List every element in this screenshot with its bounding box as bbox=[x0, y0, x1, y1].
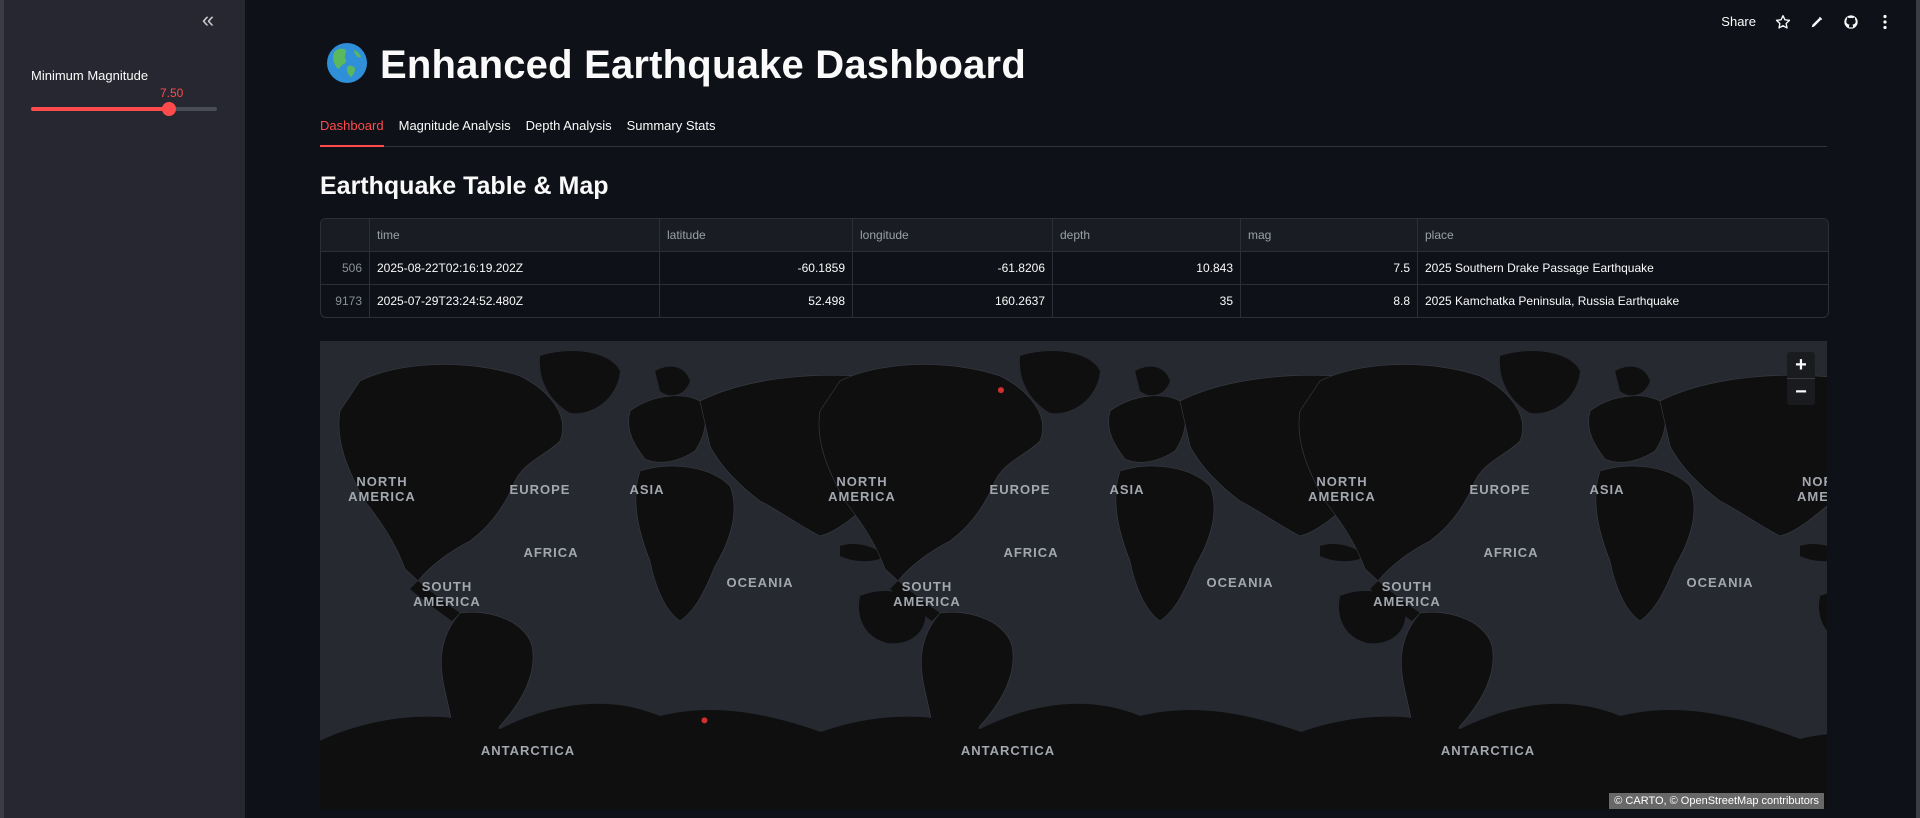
cell-longitude[interactable]: 160.2637 bbox=[853, 285, 1053, 317]
label-antarctica: ANTARCTICA bbox=[961, 743, 1055, 758]
slider-label: Minimum Magnitude bbox=[31, 68, 149, 83]
zoom-control: + − bbox=[1787, 352, 1815, 405]
cell-latitude[interactable]: 52.498 bbox=[660, 285, 853, 317]
label-europe: EUROPE bbox=[990, 482, 1051, 497]
label-oceania: OCEANIA bbox=[1207, 575, 1274, 590]
label-antarctica: ANTARCTICA bbox=[481, 743, 575, 758]
cell-mag[interactable]: 8.8 bbox=[1241, 285, 1418, 317]
header-actions: Share bbox=[1713, 10, 1900, 33]
cell-place[interactable]: 2025 Southern Drake Passage Earthquake bbox=[1425, 261, 1654, 275]
label-north-america-cut: AMERI bbox=[1797, 489, 1827, 504]
zoom-in-button[interactable]: + bbox=[1795, 354, 1807, 376]
label-north-america: NORTH bbox=[356, 474, 407, 489]
window-frame-left bbox=[0, 0, 4, 818]
column-header-depth[interactable]: depth bbox=[1053, 219, 1241, 251]
cell-time[interactable]: 2025-08-22T02:16:19.202Z bbox=[370, 252, 660, 284]
cell-index: 506 bbox=[321, 252, 370, 284]
earthquake-point[interactable] bbox=[997, 387, 1004, 394]
label-oceania: OCEANIA bbox=[727, 575, 794, 590]
label-asia: ASIA bbox=[1589, 482, 1624, 497]
more-menu-icon[interactable] bbox=[1870, 11, 1900, 33]
label-antarctica: ANTARCTICA bbox=[1441, 743, 1535, 758]
label-north-america: NORTH bbox=[1316, 474, 1367, 489]
collapse-sidebar-icon[interactable]: « bbox=[201, 7, 215, 32]
table-row[interactable]: 9173 2025-07-29T23:24:52.480Z 52.498 160… bbox=[321, 285, 1828, 317]
label-europe: EUROPE bbox=[1470, 482, 1531, 497]
column-header-time[interactable]: time bbox=[370, 219, 660, 251]
label-north-america-cut: NORT bbox=[1802, 474, 1827, 489]
slider-thumb[interactable] bbox=[161, 102, 176, 116]
tab-dashboard[interactable]: Dashboard bbox=[320, 118, 384, 147]
label-oceania: OCEANIA bbox=[1687, 575, 1754, 590]
label-south-america: SOUTH bbox=[1382, 579, 1433, 594]
slider-value: 7.50 bbox=[160, 86, 184, 100]
page-title: Enhanced Earthquake Dashboard bbox=[326, 42, 1026, 89]
label-north-america: AMERICA bbox=[348, 489, 416, 504]
label-south-america: AMERICA bbox=[893, 594, 961, 609]
label-africa: AFRICA bbox=[1483, 545, 1538, 560]
window-frame-right bbox=[1916, 0, 1920, 818]
tab-summary-stats[interactable]: Summary Stats bbox=[626, 118, 716, 133]
slider-fill bbox=[31, 107, 169, 111]
tab-bar: Dashboard Magnitude Analysis Depth Analy… bbox=[320, 118, 1827, 147]
world-map[interactable]: NORTH AMERICA EUROPE ASIA AFRICA SOUTH A… bbox=[320, 341, 1827, 809]
sidebar: « Minimum Magnitude 7.50 bbox=[4, 0, 245, 818]
label-south-america: AMERICA bbox=[1373, 594, 1441, 609]
share-button[interactable]: Share bbox=[1721, 14, 1756, 29]
map-canvas: NORTH AMERICA EUROPE ASIA AFRICA SOUTH A… bbox=[320, 341, 1827, 809]
cell-depth[interactable]: 10.843 bbox=[1053, 252, 1241, 284]
github-icon[interactable] bbox=[1836, 11, 1866, 33]
zoom-out-button[interactable]: − bbox=[1787, 378, 1815, 405]
label-north-america: AMERICA bbox=[1308, 489, 1376, 504]
cell-depth[interactable]: 35 bbox=[1053, 285, 1241, 317]
label-south-america: AMERICA bbox=[413, 594, 481, 609]
tab-magnitude-analysis[interactable]: Magnitude Analysis bbox=[398, 118, 511, 133]
label-africa: AFRICA bbox=[523, 545, 578, 560]
cell-time[interactable]: 2025-07-29T23:24:52.480Z bbox=[370, 285, 660, 317]
edit-pencil-icon[interactable] bbox=[1802, 11, 1832, 33]
earthquake-table[interactable]: time latitude longitude depth mag place … bbox=[320, 218, 1829, 318]
column-header-longitude[interactable]: longitude bbox=[853, 219, 1053, 251]
label-europe: EUROPE bbox=[510, 482, 571, 497]
label-asia: ASIA bbox=[629, 482, 664, 497]
earthquake-point[interactable] bbox=[701, 717, 708, 724]
magnitude-slider[interactable] bbox=[31, 102, 217, 116]
label-south-america: SOUTH bbox=[422, 579, 473, 594]
map-attribution[interactable]: © CARTO, © OpenStreetMap contributors bbox=[1609, 793, 1824, 809]
tab-depth-analysis[interactable]: Depth Analysis bbox=[525, 118, 612, 133]
app-title: Enhanced Earthquake Dashboard bbox=[380, 43, 1026, 87]
cell-mag[interactable]: 7.5 bbox=[1241, 252, 1418, 284]
star-icon[interactable] bbox=[1768, 11, 1798, 33]
column-header-latitude[interactable]: latitude bbox=[660, 219, 853, 251]
label-africa: AFRICA bbox=[1003, 545, 1058, 560]
globe-icon bbox=[326, 42, 368, 89]
label-north-america: AMERICA bbox=[828, 489, 896, 504]
table-row[interactable]: 506 2025-08-22T02:16:19.202Z -60.1859 -6… bbox=[321, 252, 1828, 285]
cell-longitude[interactable]: -61.8206 bbox=[853, 252, 1053, 284]
cell-place[interactable]: 2025 Kamchatka Peninsula, Russia Earthqu… bbox=[1425, 294, 1680, 308]
column-header-index[interactable] bbox=[321, 219, 370, 251]
label-north-america: NORTH bbox=[836, 474, 887, 489]
cell-latitude[interactable]: -60.1859 bbox=[660, 252, 853, 284]
column-header-mag[interactable]: mag bbox=[1241, 219, 1418, 251]
column-header-place[interactable]: place bbox=[1425, 228, 1454, 242]
section-title: Earthquake Table & Map bbox=[320, 172, 609, 200]
cell-index: 9173 bbox=[321, 285, 370, 317]
table-header-row: time latitude longitude depth mag place bbox=[321, 219, 1828, 252]
label-south-america: SOUTH bbox=[902, 579, 953, 594]
label-asia: ASIA bbox=[1109, 482, 1144, 497]
